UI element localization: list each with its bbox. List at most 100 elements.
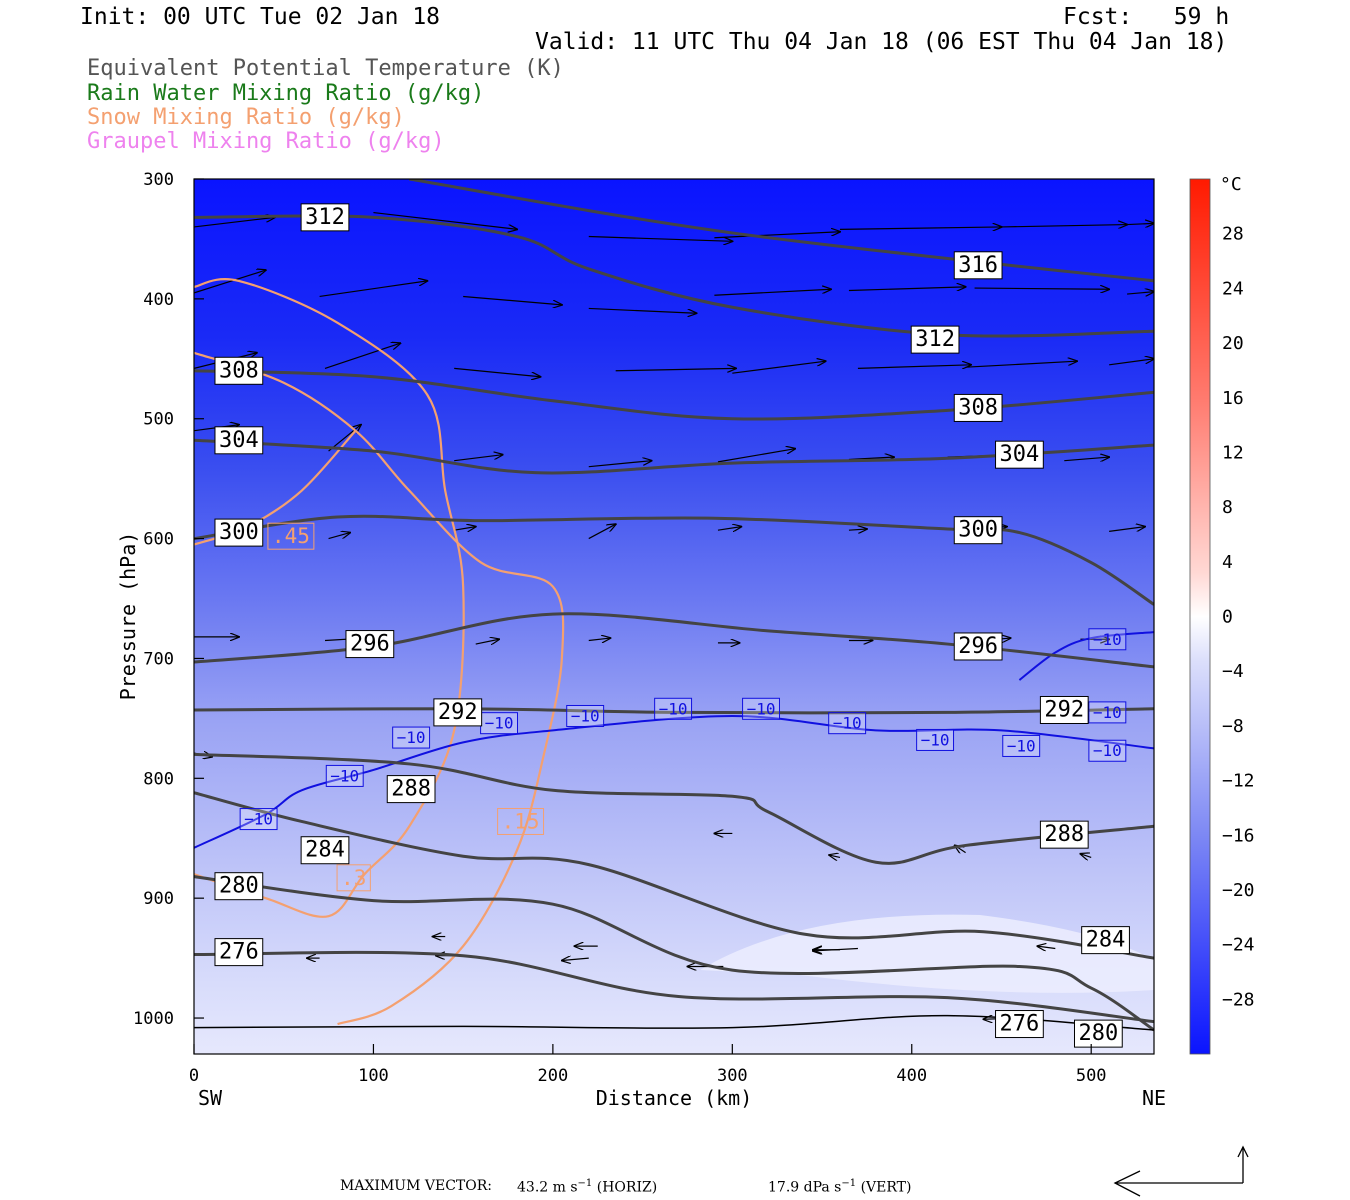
theta-e-contour-292 [194, 707, 1154, 715]
theta-e-label: 316 [953, 251, 1003, 280]
temperature-contour-label: −10 [566, 704, 605, 727]
svg-text:−10: −10 [397, 728, 426, 747]
wind-vector [974, 288, 1110, 289]
theta-e-label: 284 [1081, 926, 1130, 955]
x-tick-label: 500 [1076, 1066, 1107, 1086]
wind-vector [475, 639, 499, 644]
svg-text:−10: −10 [659, 699, 688, 718]
svg-text:308: 308 [219, 358, 259, 383]
legend-theta-e: Equivalent Potential Temperature (K) [87, 56, 564, 81]
colorbar-tick-label: −16 [1222, 825, 1255, 846]
temperature-contour-label: −10 [1088, 701, 1127, 724]
svg-text:312: 312 [305, 205, 345, 230]
wind-vector [194, 270, 266, 294]
wind-vector [1127, 223, 1154, 224]
y-tick-label: 600 [143, 530, 174, 550]
temperature-contour-label: −10 [1088, 628, 1127, 651]
svg-text:284: 284 [1086, 928, 1126, 953]
legend-rain: Rain Water Mixing Ratio (g/kg) [87, 81, 485, 106]
wind-vector [813, 949, 858, 951]
theta-e-label: 288 [1039, 820, 1089, 849]
wind-vector [562, 958, 589, 960]
svg-text:−10: −10 [485, 714, 514, 733]
temperature-shading [194, 179, 1154, 1054]
theta-e-contour-288 [194, 752, 1154, 865]
svg-text:292: 292 [438, 700, 478, 725]
temperature-contour-label: −10 [392, 726, 431, 749]
temperature-contour [1018, 631, 1154, 681]
wind-vector [857, 365, 971, 369]
svg-text:304: 304 [1000, 442, 1040, 467]
svg-text:−10: −10 [1093, 741, 1122, 760]
svg-text:−10: −10 [833, 714, 862, 733]
wind-vector [463, 295, 562, 304]
theta-e-contour-316 [409, 179, 1154, 283]
wind-vector [848, 529, 867, 530]
svg-text:280: 280 [219, 874, 259, 899]
temperature-contour-label: −10 [1002, 734, 1041, 757]
wind-vector [588, 524, 616, 540]
theta-e-label: 312 [910, 325, 960, 354]
svg-text:−10: −10 [747, 699, 776, 718]
legend-graupel: Graupel Mixing Ratio (g/kg) [87, 129, 445, 154]
svg-text:316: 316 [958, 253, 998, 278]
colorbar-tick-label: 0 [1222, 607, 1233, 628]
theta-e-label: 304 [995, 440, 1044, 469]
snow-contour-label: .15 [497, 807, 545, 835]
theta-e-label: 312 [300, 203, 350, 232]
y-tick-label: 300 [143, 170, 174, 190]
colorbar-tick-label: 16 [1222, 388, 1244, 409]
svg-text:300: 300 [219, 520, 259, 545]
snow-contour-label: .45 [267, 522, 315, 550]
colorbar [1189, 178, 1211, 1055]
theta-e-label: 308 [214, 356, 264, 385]
colorbar-tick-label: 12 [1222, 442, 1244, 463]
svg-text:−10: −10 [244, 810, 273, 829]
wind-vector [1037, 946, 1056, 948]
svg-text:296: 296 [958, 634, 998, 659]
wind-vector [588, 235, 733, 242]
theta-e-label: 300 [214, 518, 264, 547]
wind-vector [1109, 527, 1145, 532]
theta-e-label: 304 [214, 426, 264, 455]
colorbar-tick-label: 20 [1222, 333, 1244, 354]
x-axis-label: Distance (km) [596, 1086, 753, 1110]
theta-e-label: 292 [1039, 695, 1089, 724]
temperature-contour-label: −10 [742, 697, 780, 720]
temperature-contour [194, 714, 1154, 849]
theta-e-label: 288 [386, 775, 436, 804]
colorbar-tick-label: −8 [1222, 716, 1244, 737]
svg-text:−10: −10 [330, 766, 359, 785]
theta-e-label: 280 [214, 872, 264, 901]
plot-frame [193, 178, 1155, 1055]
temperature-contour-label: −10 [1088, 739, 1127, 762]
colorbar-tick-label: −28 [1222, 989, 1255, 1010]
theta-e-label: 280 [1073, 1019, 1123, 1048]
wind-vector [454, 367, 540, 376]
wind-vector [732, 361, 825, 374]
wind-vector [588, 638, 611, 640]
theta-e-label: 284 [300, 836, 350, 865]
temperature-contour-label: −10 [828, 712, 867, 735]
wind-vector [829, 855, 841, 857]
svg-text:288: 288 [1044, 822, 1084, 847]
svg-text:280: 280 [1078, 1021, 1118, 1046]
theta-e-label: 276 [214, 938, 264, 967]
wind-vector [1064, 457, 1109, 461]
theta-e-label: 300 [953, 516, 1003, 545]
temperature-contour-label: −10 [480, 712, 518, 735]
snow-contour-label: .3 [336, 864, 371, 892]
svg-text:276: 276 [219, 940, 259, 965]
colorbar-tick-label: 28 [1222, 224, 1244, 245]
x-tick-label: 100 [358, 1066, 389, 1086]
svg-text:−10: −10 [1093, 630, 1122, 649]
theta-e-label: 276 [995, 1010, 1044, 1039]
svg-text:296: 296 [350, 632, 390, 657]
colorbar-unit: °C [1220, 174, 1242, 195]
svg-text:.3: .3 [341, 866, 366, 890]
theta-e-label: 296 [953, 632, 1003, 661]
theta-e-label: 296 [345, 630, 395, 659]
wind-vector [588, 461, 652, 468]
wind-vector [717, 449, 795, 463]
